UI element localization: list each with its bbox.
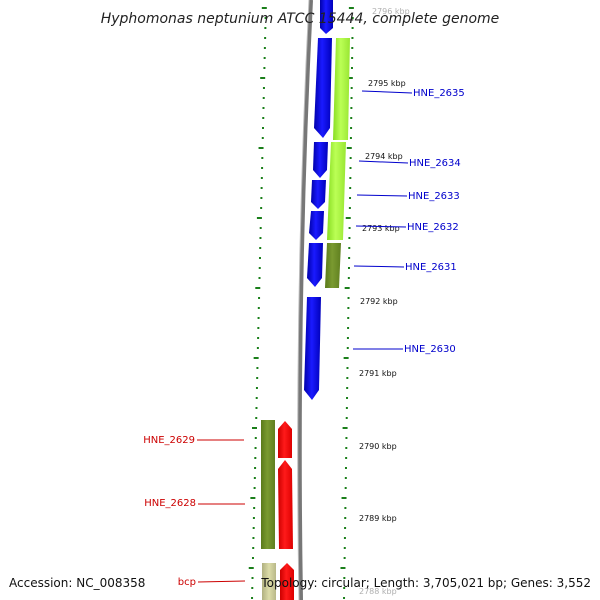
leader-line (355, 225, 407, 228)
kbp-scale: 2796 kbp 2795 kbp 2794 kbp 2793 kbp 2792… (359, 7, 410, 596)
gene-feature-hne-2629 (278, 421, 292, 458)
gene-label-hne-2632[interactable]: HNE_2632 (407, 222, 459, 233)
annotation-block-left (261, 420, 275, 549)
minor-ticks-right (340, 7, 354, 599)
leader-line (197, 580, 246, 583)
gene-label-hne-2629[interactable]: HNE_2629 (143, 435, 195, 446)
kbp-label: 2788 kbp (359, 587, 397, 596)
gene-labels-right: HNE_2635 HNE_2634 HNE_2633 HNE_2632 HNE_… (353, 88, 465, 355)
annotation-block-bcp (262, 563, 276, 600)
gene-feature-hne-2628 (278, 460, 293, 549)
leader-line (361, 90, 413, 94)
gene-label-hne-2631[interactable]: HNE_2631 (405, 262, 457, 273)
gene-feature-hne-2631 (307, 243, 323, 287)
gene-label-hne-2635[interactable]: HNE_2635 (413, 88, 465, 99)
annotation-block-3 (325, 243, 341, 288)
leader-line (353, 265, 405, 268)
minor-ticks-left (248, 7, 267, 599)
gene-feature-top (320, 0, 333, 34)
gene-label-hne-2634[interactable]: HNE_2634 (409, 158, 461, 169)
kbp-label: 2792 kbp (360, 297, 398, 306)
forward-strand-features (304, 0, 333, 400)
gene-feature-bcp (280, 563, 294, 600)
gene-label-bcp[interactable]: bcp (178, 577, 196, 588)
kbp-label: 2794 kbp (365, 152, 403, 161)
gene-labels-left: HNE_2629 HNE_2628 bcp (143, 435, 246, 588)
gene-feature-hne-2630 (304, 297, 321, 400)
kbp-label: 2796 kbp (372, 7, 410, 16)
genome-backbone (297, 0, 313, 600)
leader-line (358, 160, 409, 164)
gene-feature-hne-2632 (309, 211, 324, 240)
gene-label-hne-2628[interactable]: HNE_2628 (144, 498, 196, 509)
reverse-strand-features (261, 420, 294, 600)
genome-backbone-highlight (297, 0, 310, 600)
accession-text: Accession: NC_008358 (9, 576, 145, 590)
topology-text: Topology: circular; Length: 3,705,021 bp… (260, 576, 591, 590)
kbp-label: 2790 kbp (359, 442, 397, 451)
leader-line (356, 194, 408, 197)
map-title: Hyphomonas neptunium ATCC 15444, complet… (101, 11, 500, 27)
gene-feature-hne-2634 (313, 142, 328, 178)
gene-feature-hne-2635 (314, 38, 332, 138)
gene-feature-hne-2633 (311, 180, 326, 209)
kbp-label: 2793 kbp (362, 224, 400, 233)
annotation-track-green (325, 38, 350, 288)
gene-label-hne-2633[interactable]: HNE_2633 (408, 191, 460, 202)
gene-label-hne-2630[interactable]: HNE_2630 (404, 344, 456, 355)
kbp-label: 2791 kbp (359, 369, 397, 378)
kbp-label: 2789 kbp (359, 514, 397, 523)
annotation-block-2 (327, 142, 346, 240)
annotation-block-1 (333, 38, 350, 140)
kbp-label: 2795 kbp (368, 79, 406, 88)
